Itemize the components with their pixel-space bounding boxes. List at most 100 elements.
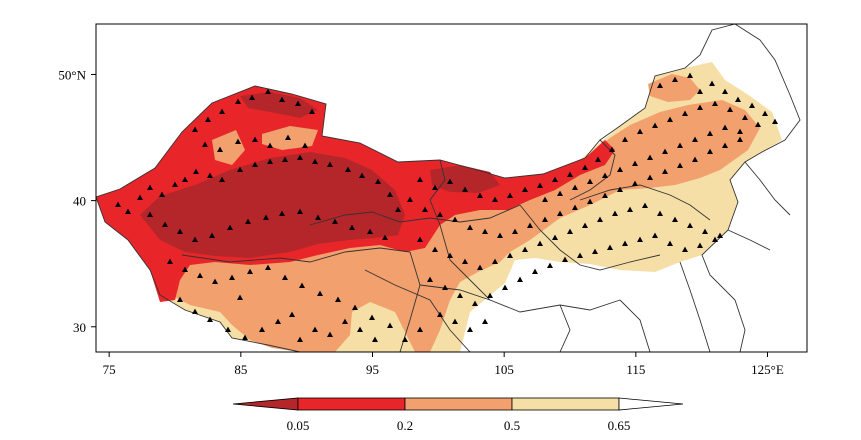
station-marker (582, 222, 588, 228)
station-marker (167, 258, 173, 264)
station-marker (282, 156, 288, 162)
station-marker (602, 192, 608, 198)
station-marker (737, 136, 743, 142)
station-marker (677, 142, 683, 148)
station-marker (147, 211, 153, 217)
colorbar-segment-light (511, 397, 620, 411)
station-marker (427, 276, 433, 282)
station-marker (387, 191, 393, 197)
station-marker (647, 174, 653, 180)
station-marker (587, 178, 593, 184)
station-marker (115, 201, 121, 207)
station-marker (642, 202, 648, 208)
station-marker (482, 318, 488, 324)
station-marker (345, 166, 351, 172)
colorbar-label-3: 0.5 (504, 418, 520, 433)
station-marker (437, 311, 443, 317)
station-marker (259, 326, 265, 332)
station-marker (617, 166, 623, 172)
station-marker (279, 96, 285, 102)
station-marker (275, 318, 281, 324)
station-marker (682, 110, 688, 116)
station-marker (597, 216, 603, 222)
station-marker (437, 211, 443, 217)
station-marker (452, 318, 458, 324)
station-marker (452, 216, 458, 222)
station-marker (312, 326, 318, 332)
station-marker (209, 232, 215, 238)
station-marker (297, 154, 303, 160)
station-marker (602, 172, 608, 178)
station-marker (247, 268, 253, 274)
station-marker (595, 156, 601, 162)
region-mid-ne-patch (648, 74, 700, 102)
colorbar-segment-white (618, 397, 684, 411)
y-tick-label-1: 40 (73, 194, 86, 209)
station-marker (609, 146, 615, 152)
station-marker (407, 196, 413, 202)
station-marker (482, 228, 488, 234)
station-marker (742, 114, 748, 120)
x-tick-label-4: 115 (626, 362, 645, 377)
colorbar-segment-darkest (232, 397, 299, 411)
station-marker (557, 210, 563, 216)
station-marker (712, 236, 718, 242)
colorbar-label-4: 0.65 (608, 418, 631, 433)
plot-frame (95, 23, 808, 353)
station-marker (477, 192, 483, 198)
x-axis: 75 85 95 105 115 125°E (103, 352, 784, 377)
station-marker (125, 208, 131, 214)
colorbar-label-1: 0.05 (287, 418, 310, 433)
station-marker (492, 196, 498, 202)
station-marker (707, 130, 713, 136)
station-marker (717, 232, 723, 238)
station-marker (562, 256, 568, 262)
station-marker (697, 104, 703, 110)
station-marker (542, 216, 548, 222)
station-marker (587, 198, 593, 204)
station-marker (309, 108, 315, 114)
station-marker (172, 181, 178, 187)
station-marker (727, 106, 733, 112)
station-marker (607, 244, 613, 250)
station-marker (289, 311, 295, 317)
station-marker (219, 108, 225, 114)
station-marker (467, 224, 473, 230)
station-marker (315, 214, 321, 220)
station-marker (582, 164, 588, 170)
station-marker (709, 80, 715, 86)
x-tick-label-5: 125°E (751, 362, 784, 377)
station-marker (342, 318, 348, 324)
station-marker (542, 196, 548, 202)
station-marker (707, 148, 713, 154)
station-marker (297, 336, 303, 342)
station-marker (249, 94, 255, 100)
station-marker (702, 228, 708, 234)
station-marker (512, 228, 518, 234)
station-marker (327, 161, 333, 167)
station-marker (202, 141, 208, 147)
station-marker (507, 192, 513, 198)
station-markers (115, 72, 778, 342)
station-marker (182, 176, 188, 182)
station-marker (267, 142, 273, 148)
station-marker (235, 138, 241, 144)
station-marker (692, 156, 698, 162)
station-marker (219, 176, 225, 182)
station-marker (147, 184, 153, 190)
station-marker (672, 216, 678, 222)
region-darkest-northwest (240, 92, 318, 118)
station-marker (697, 242, 703, 248)
station-marker (547, 262, 553, 268)
station-marker (722, 124, 728, 130)
colorbar-label-2: 0.2 (397, 418, 413, 433)
station-marker (282, 274, 288, 280)
station-marker (687, 72, 693, 78)
station-marker (552, 176, 558, 182)
station-marker (369, 314, 375, 320)
station-marker (237, 294, 243, 300)
station-marker (522, 246, 528, 252)
station-marker (263, 214, 269, 220)
station-marker (612, 210, 618, 216)
